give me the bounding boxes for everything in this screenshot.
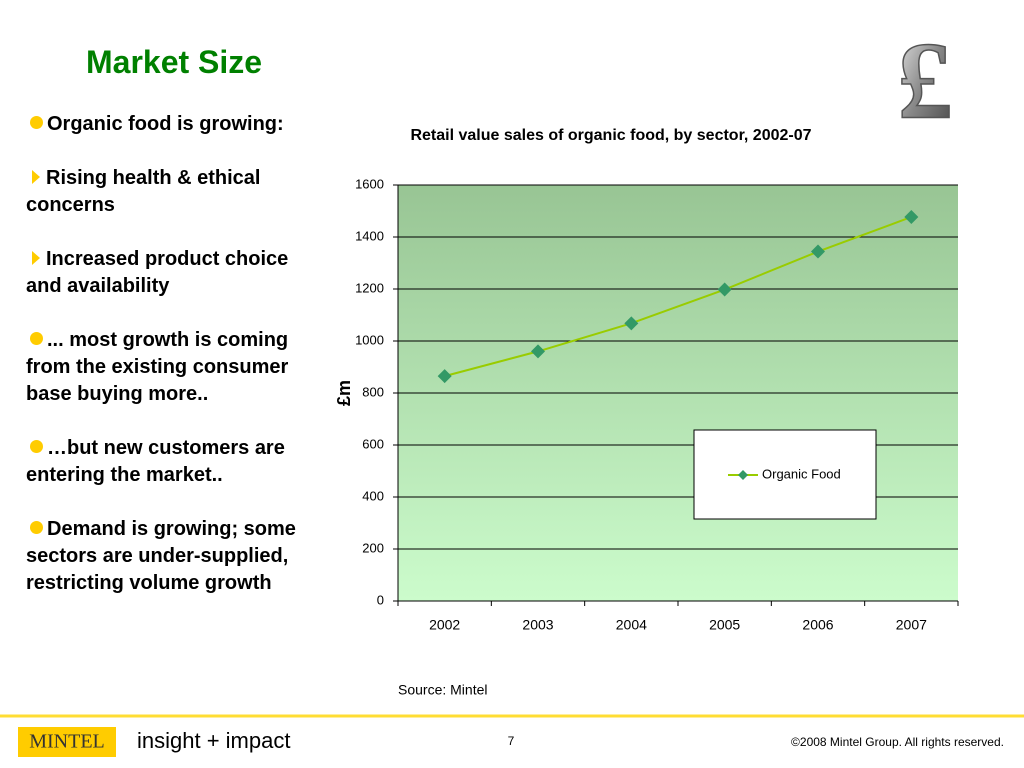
- y-tick-label: 200: [362, 540, 384, 555]
- data-marker: [624, 316, 639, 331]
- legend-label: Organic Food: [762, 466, 841, 481]
- x-tick-label: 2002: [429, 617, 460, 633]
- data-marker: [904, 209, 919, 224]
- chart-title: Retail value sales of organic food, by s…: [410, 127, 811, 144]
- data-marker: [531, 344, 545, 359]
- y-tick-label: 0: [377, 592, 384, 607]
- legend-marker: [738, 470, 748, 480]
- bullet-item: Organic food is growing:: [26, 111, 311, 138]
- data-marker: [717, 282, 732, 297]
- bullet-text: ... most growth is coming from the exist…: [26, 329, 289, 405]
- y-tick-label: 800: [362, 384, 384, 399]
- bullet-item: …but new customers are entering the mark…: [26, 435, 311, 489]
- bullet-text: Demand is growing; some sectors are unde…: [26, 518, 296, 594]
- bullet-list: Organic food is growing: Rising health &…: [26, 111, 311, 624]
- data-marker: [437, 369, 452, 384]
- y-tick-label: 600: [362, 436, 384, 451]
- source-note: Source: Mintel: [398, 682, 487, 698]
- y-tick-label: 400: [362, 488, 384, 503]
- logo-text: MINTEL: [29, 731, 105, 753]
- bullet-text: …but new customers are entering the mark…: [26, 437, 285, 486]
- y-tick-label: 1400: [355, 228, 384, 243]
- legend: [693, 429, 877, 520]
- x-tick-label: 2005: [709, 617, 740, 633]
- y-tick-label: 1000: [355, 332, 384, 347]
- y-tick-label: 1200: [355, 280, 384, 295]
- x-tick-label: 2003: [522, 617, 553, 633]
- bullet-item: Increased product choice and availabilit…: [26, 246, 311, 300]
- x-tick-label: 2004: [616, 617, 647, 633]
- x-tick-label: 2006: [802, 617, 833, 633]
- bullet-text: Organic food is growing:: [47, 113, 284, 135]
- x-tick-label: 2007: [896, 617, 927, 633]
- bullet-text: Increased product choice and availabilit…: [26, 248, 289, 297]
- bullet-item: ... most growth is coming from the exist…: [26, 327, 311, 408]
- slide-title: Market Size: [86, 44, 263, 80]
- pound-image: £: [898, 19, 953, 141]
- page-number: 7: [508, 734, 515, 748]
- logo-box: [18, 727, 116, 757]
- y-tick-label: 1600: [355, 176, 384, 191]
- y-axis-label: £m: [334, 380, 354, 406]
- copyright: ©2008 Mintel Group. All rights reserved.: [791, 735, 1004, 749]
- bullet-text: Rising health & ethical concerns: [26, 167, 261, 216]
- series-line: [444, 216, 912, 378]
- bullet-item: Demand is growing; some sectors are unde…: [26, 516, 311, 597]
- tagline: insight + impact: [137, 728, 290, 753]
- data-marker: [811, 244, 825, 259]
- bullet-item: Rising health & ethical concerns: [26, 165, 311, 219]
